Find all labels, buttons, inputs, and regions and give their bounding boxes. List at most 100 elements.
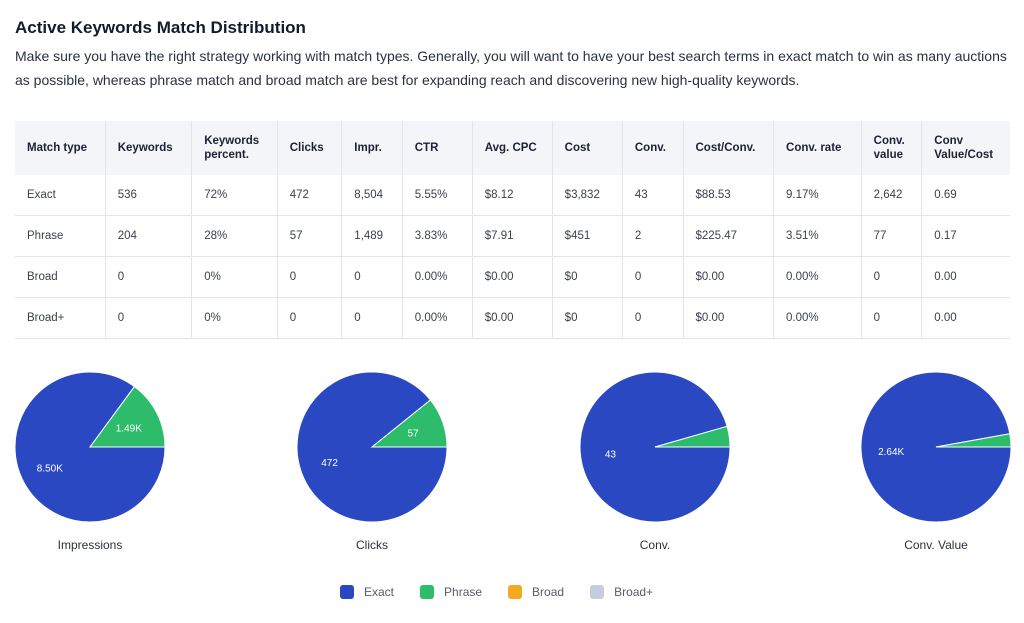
- legend-swatch: [420, 585, 435, 599]
- table-cell: 28%: [191, 215, 278, 257]
- table-row: Broad 0 0% 0 0 0.00% $0.00 $0 0 $0.00 0.00% 0 0.00: [15, 256, 1010, 298]
- table-cell: $8.12: [472, 175, 553, 216]
- pie-slice-phrase[interactable]: [654, 425, 731, 448]
- table-cell: 0.00%: [402, 256, 473, 298]
- table-cell: 0: [277, 256, 343, 298]
- data-label: 1.49K: [116, 423, 142, 434]
- data-label: 43: [605, 449, 617, 460]
- legend-item-exact[interactable]: Exact: [340, 585, 394, 599]
- table-cell: 0: [622, 256, 684, 298]
- table-cell: 8,504: [341, 175, 403, 216]
- table-cell: 0: [341, 256, 403, 298]
- table-cell: 0: [105, 256, 193, 298]
- table-cell: 77: [861, 215, 923, 257]
- table-cell: 0: [277, 297, 343, 339]
- legend-label: Broad+: [614, 585, 654, 599]
- table-cell: 43: [622, 175, 684, 216]
- table-cell: 472: [277, 175, 343, 216]
- column-header: Conv. rate: [773, 121, 862, 175]
- table-cell: 0%: [191, 297, 278, 339]
- data-label: 57: [407, 429, 419, 440]
- column-header: Conv.: [622, 121, 684, 175]
- table-cell: 0: [341, 297, 403, 339]
- legend-swatch: [508, 585, 523, 599]
- table-cell: $0: [552, 256, 623, 298]
- pie-title: Clicks: [356, 538, 388, 552]
- pie-title: Impressions: [58, 538, 123, 552]
- pie-slice-phrase[interactable]: [89, 385, 166, 448]
- column-header: Impr.: [341, 121, 403, 175]
- column-header: Match type: [15, 121, 106, 175]
- table-cell: 0.00: [921, 256, 1010, 298]
- table-cell: 0.00%: [402, 297, 473, 339]
- table-cell: 0.00%: [773, 256, 862, 298]
- legend-label: Broad: [532, 585, 565, 599]
- column-header: Avg. CPC: [472, 121, 553, 175]
- table-cell: 2,642: [861, 175, 923, 216]
- column-header: Conv Value/Cost: [921, 121, 1010, 175]
- table-cell: 0: [861, 297, 923, 339]
- table-cell: Exact: [15, 175, 106, 216]
- column-header: Clicks: [277, 121, 343, 175]
- table-cell: $0.00: [683, 256, 775, 298]
- data-label: 8.50K: [37, 463, 63, 474]
- description: Make sure you have the right strategy wo…: [15, 48, 1007, 88]
- table-cell: 2: [622, 215, 684, 257]
- table-cell: $225.47: [683, 215, 775, 257]
- table-cell: $0.00: [683, 297, 775, 339]
- pie-charts: 8.50K 1.49K Impressions 472 57 Clicks 43 Conv. 2…: [14, 371, 1012, 552]
- table-cell: 57: [277, 215, 343, 257]
- table-cell: 3.51%: [773, 215, 862, 257]
- table-cell: $3,832: [552, 175, 623, 216]
- data-label: 472: [321, 458, 338, 469]
- table-cell: 0%: [191, 256, 278, 298]
- table-cell: Phrase: [15, 215, 106, 257]
- table-cell: 3.83%: [402, 215, 473, 257]
- table-cell: 0.00: [921, 297, 1010, 339]
- legend-label: Exact: [364, 585, 395, 599]
- data-label: 2.64K: [878, 447, 904, 458]
- column-header: Keywords percent.: [191, 121, 278, 175]
- table-cell: 0.00%: [773, 297, 862, 339]
- pie-slice-phrase[interactable]: [935, 433, 1012, 448]
- table-row: Exact 536 72% 472 8,504 5.55% $8.12 $3,832 43 $88…: [15, 175, 1010, 216]
- table-cell: 9.17%: [773, 175, 862, 216]
- table-cell: $0.00: [472, 297, 553, 339]
- table-cell: 0.69: [921, 175, 1010, 216]
- table-cell: 0: [105, 297, 193, 339]
- table-cell: 204: [105, 215, 193, 257]
- pie-title: Conv. Value: [904, 538, 968, 552]
- table-cell: 0: [861, 256, 923, 298]
- table-cell: $0: [552, 297, 623, 339]
- table-cell: $88.53: [683, 175, 775, 216]
- column-header: Cost/Conv.: [683, 121, 775, 175]
- table-row: Phrase 204 28% 57 1,489 3.83% $7.91 $451 2 $225.4…: [15, 215, 1010, 257]
- table-cell: $7.91: [472, 215, 553, 257]
- legend-item-broad[interactable]: Broad: [508, 585, 564, 599]
- table-cell: 0.17: [921, 215, 1010, 257]
- table-cell: $451: [552, 215, 623, 257]
- column-header: Keywords: [105, 121, 193, 175]
- legend: Exact Phrase Broad Broad+: [340, 585, 679, 599]
- table-cell: 536: [105, 175, 193, 216]
- table-cell: 0: [622, 297, 684, 339]
- table-cell: 5.55%: [402, 175, 473, 216]
- legend-swatch: [340, 585, 354, 599]
- page-title: Active Keywords Match Distribution: [15, 18, 306, 37]
- match-type-table: Match type Keywords Keywords percent. Click…: [15, 121, 1010, 339]
- legend-item-phrase[interactable]: Phrase: [420, 585, 482, 599]
- column-header: Cost: [552, 121, 623, 175]
- table-cell: 72%: [191, 175, 278, 216]
- pie-title: Conv.: [640, 538, 670, 552]
- table-cell: Broad: [15, 256, 106, 298]
- table-cell: 1,489: [341, 215, 403, 257]
- legend-swatch: [590, 585, 605, 599]
- pie-slice-phrase[interactable]: [370, 399, 448, 448]
- column-header: CTR: [402, 121, 473, 175]
- table-cell: $0.00: [472, 256, 553, 298]
- table-row: Broad+ 0 0% 0 0 0.00% $0.00 $0 0 $0.00 0.00% 0 0.00: [15, 297, 1010, 339]
- table-cell: Broad+: [15, 297, 106, 339]
- legend-label: Phrase: [444, 585, 483, 599]
- column-header: Conv. value: [861, 121, 923, 175]
- legend-item-broad-plus[interactable]: Broad+: [590, 585, 653, 599]
